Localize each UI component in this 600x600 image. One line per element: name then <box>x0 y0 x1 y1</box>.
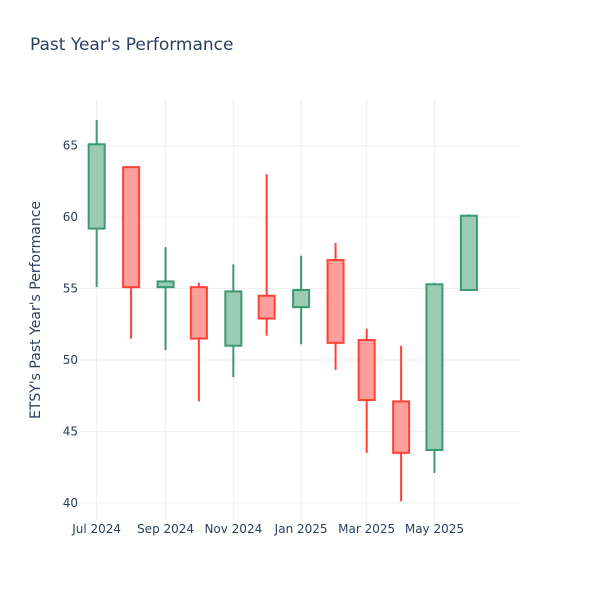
y-tick-label: 45 <box>63 424 78 438</box>
y-axis-ticks: 40 45 50 55 60 65 <box>63 139 78 510</box>
x-tick-label: Jul 2024 <box>71 522 121 536</box>
candle-decreasing <box>326 242 345 370</box>
x-tick-label: May 2025 <box>405 522 464 536</box>
candle-increasing <box>156 247 175 350</box>
candle-body <box>459 214 478 291</box>
y-tick-label: 65 <box>63 139 78 153</box>
x-tick-label: Jan 2025 <box>274 522 328 536</box>
x-tick-label: Nov 2024 <box>204 522 262 536</box>
candle-body <box>189 286 208 340</box>
candle-body <box>292 289 311 309</box>
y-tick-label: 50 <box>63 353 78 367</box>
candle-decreasing <box>357 328 376 453</box>
candle-body <box>224 290 243 347</box>
candle-body <box>87 143 106 230</box>
candle-increasing <box>292 255 311 345</box>
x-tick-label: Mar 2025 <box>338 522 395 536</box>
x-tick-label: Sep 2024 <box>137 522 194 536</box>
y-tick-label: 55 <box>63 282 78 296</box>
x-axis-ticks: Jul 2024 Sep 2024 Nov 2024 Jan 2025 Mar 2025… <box>71 522 464 536</box>
candle-increasing <box>224 264 243 378</box>
candle-increasing <box>87 120 106 288</box>
candle-body <box>257 294 276 320</box>
candles <box>87 120 478 502</box>
y-tick-label: 60 <box>63 210 78 224</box>
candle-body <box>425 283 444 451</box>
grid <box>80 100 520 520</box>
y-tick-label: 40 <box>63 496 78 510</box>
candle-body <box>326 259 345 344</box>
candle-body <box>357 339 376 401</box>
candle-increasing <box>425 282 444 473</box>
candle-decreasing <box>257 174 276 336</box>
candle-decreasing <box>392 345 411 502</box>
candle-increasing <box>459 214 478 291</box>
candle-body <box>392 400 411 454</box>
candle-decreasing <box>122 166 141 339</box>
candle-body <box>122 166 141 289</box>
candle-decreasing <box>189 282 208 402</box>
chart-title: Past Year's Performance <box>30 35 234 55</box>
y-axis-label: ETSY's Past Year's Performance <box>28 201 44 419</box>
candle-body <box>156 280 175 289</box>
